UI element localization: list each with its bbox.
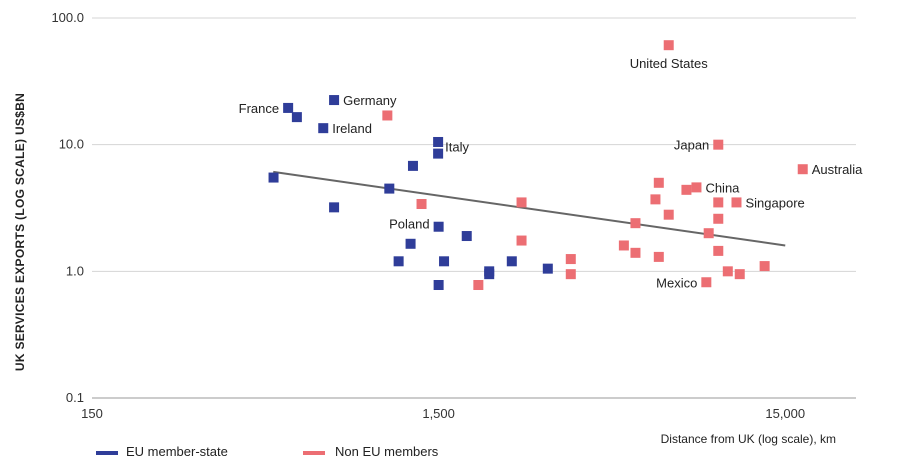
point-label: Australia	[812, 162, 863, 177]
data-point-non-eu	[650, 194, 661, 205]
point-label: China	[705, 180, 740, 195]
data-point-non-eu	[663, 40, 674, 51]
point-labels: France Germany Ireland Italy Poland United St…	[239, 56, 863, 290]
legend: EU member-state Non EU members	[96, 444, 439, 459]
legend-label-non-eu: Non EU members	[335, 444, 439, 459]
data-point-non-eu	[731, 197, 742, 208]
data-point-eu	[283, 102, 294, 113]
data-point-eu	[433, 148, 444, 159]
point-label: Japan	[674, 138, 709, 153]
legend-swatch-eu	[96, 451, 118, 455]
data-point-eu	[484, 269, 495, 280]
data-point-non-eu	[630, 218, 641, 229]
data-points	[268, 40, 808, 291]
x-axis-title: Distance from UK (log scale), km	[661, 432, 836, 446]
point-label: United States	[630, 56, 709, 71]
data-point-eu	[433, 280, 444, 291]
x-tick-label: 150	[81, 406, 103, 421]
data-point-non-eu	[713, 213, 724, 224]
y-axis-title: UK SERVICES EXPORTS (LOG SCALE) US$BN	[13, 93, 27, 371]
data-point-non-eu	[565, 254, 576, 265]
data-point-non-eu	[722, 266, 733, 277]
data-point-eu	[506, 256, 517, 267]
trendline-group	[273, 170, 786, 247]
data-point-non-eu	[516, 235, 527, 246]
point-label: Italy	[445, 140, 469, 155]
x-tick-label: 15,000	[765, 406, 805, 421]
legend-label-eu: EU member-state	[126, 444, 228, 459]
data-point-non-eu	[630, 247, 641, 258]
y-tick-label: 1.0	[66, 263, 84, 278]
data-point-non-eu	[473, 280, 484, 291]
data-point-eu	[542, 263, 553, 274]
data-point-eu	[393, 256, 404, 267]
point-label: Mexico	[656, 275, 697, 290]
data-point-non-eu	[653, 251, 664, 262]
data-point-non-eu	[618, 240, 629, 251]
point-label: Germany	[343, 93, 397, 108]
data-point-eu	[433, 136, 444, 147]
point-label: Singapore	[745, 195, 804, 210]
data-point-eu	[433, 221, 444, 232]
legend-swatch-non-eu	[303, 451, 325, 455]
data-point-non-eu	[382, 110, 393, 121]
y-tick-label: 100.0	[51, 10, 84, 25]
data-point-non-eu	[691, 182, 702, 193]
data-point-non-eu	[701, 277, 712, 288]
data-point-eu	[407, 160, 418, 171]
data-point-eu	[318, 123, 329, 134]
data-point-non-eu	[713, 245, 724, 256]
data-point-non-eu	[565, 269, 576, 280]
y-tick-label: 10.0	[59, 137, 84, 152]
data-point-eu	[268, 172, 279, 183]
data-point-eu	[405, 238, 416, 249]
data-point-non-eu	[713, 197, 724, 208]
data-point-eu	[329, 95, 340, 106]
data-point-non-eu	[653, 177, 664, 188]
point-label: Ireland	[332, 121, 372, 136]
gridlines	[92, 17, 856, 272]
point-label: Poland	[389, 217, 429, 232]
data-point-non-eu	[759, 261, 770, 272]
data-point-eu	[291, 112, 302, 123]
data-point-non-eu	[681, 184, 692, 195]
data-point-non-eu	[516, 197, 527, 208]
x-tick-label: 1,500	[422, 406, 455, 421]
data-point-non-eu	[703, 228, 714, 239]
point-label: France	[239, 101, 279, 116]
trendline	[273, 170, 786, 247]
data-point-non-eu	[663, 209, 674, 220]
data-point-non-eu	[416, 199, 427, 210]
data-point-eu	[384, 183, 395, 194]
data-point-non-eu	[797, 164, 808, 175]
y-tick-label: 0.1	[66, 390, 84, 405]
data-point-eu	[461, 231, 472, 242]
data-point-non-eu	[713, 139, 724, 150]
axes: 0.1 1.0 10.0 100.0 150 1,500 15,000	[51, 10, 856, 421]
data-point-eu	[329, 202, 340, 213]
data-point-eu	[439, 256, 450, 267]
data-point-non-eu	[734, 269, 745, 280]
